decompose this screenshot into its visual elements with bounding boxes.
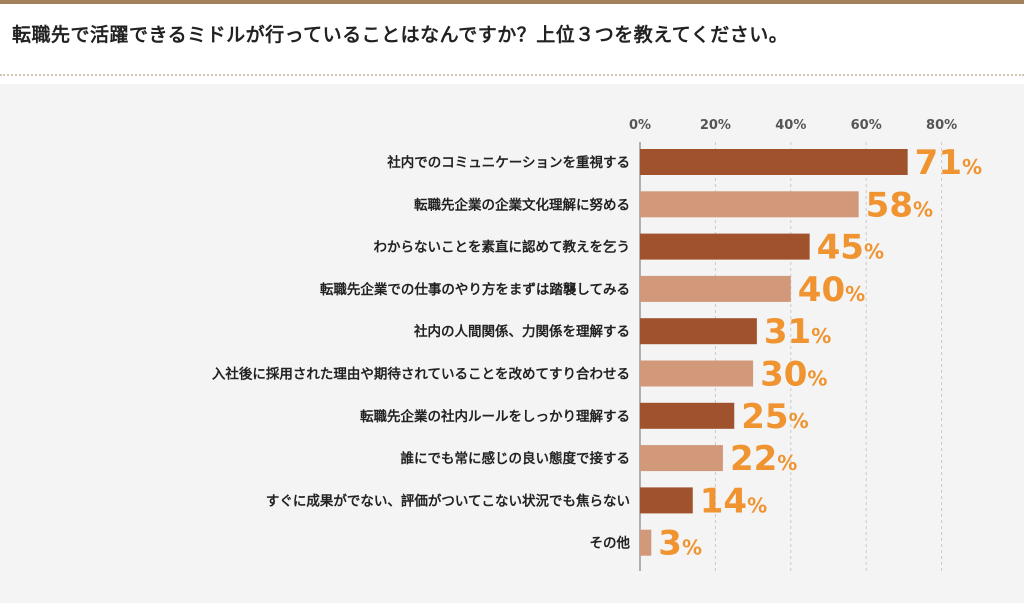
category-label: わからないことを素直に認めて教えを乞う: [374, 239, 631, 256]
bar: [640, 402, 735, 429]
value-label: 58%: [866, 185, 933, 225]
value-number: 58: [866, 185, 913, 225]
value-number: 22: [730, 439, 777, 479]
bar: [640, 318, 757, 345]
value-label: 31%: [764, 312, 831, 352]
value-number: 14: [700, 481, 747, 521]
value-unit: %: [807, 367, 827, 391]
value-unit: %: [864, 240, 884, 264]
value-number: 31: [764, 312, 811, 352]
survey-question: 転職先で活躍できるミドルが行っていることはなんですか？上位３つを教えてください。: [12, 24, 789, 46]
value-unit: %: [747, 493, 767, 517]
category-label: 転職先企業の企業文化理解に努める: [414, 196, 630, 213]
dotted-divider: [0, 74, 1024, 76]
bar: [640, 275, 791, 302]
value-unit: %: [962, 155, 982, 179]
value-number: 3: [658, 524, 682, 564]
x-tick-label: 20%: [700, 118, 731, 133]
category-label: 転職先企業の社内ルールをしっかり理解する: [360, 408, 630, 425]
x-tick-label: 40%: [775, 118, 806, 133]
bar: [640, 487, 693, 514]
value-label: 71%: [915, 143, 982, 183]
value-label: 45%: [817, 228, 884, 268]
x-tick-label: 60%: [851, 118, 882, 133]
top-accent-rule: [0, 0, 1024, 4]
value-number: 30: [760, 355, 807, 395]
bar-chart: 0% 20% 40% 60% 80% 社内でのコミュニケーションを重視する 71% 転職先企業…: [212, 118, 982, 571]
category-label: その他: [590, 535, 631, 552]
value-label: 30%: [760, 355, 827, 395]
value-label: 25%: [741, 397, 808, 437]
value-unit: %: [913, 197, 933, 221]
value-number: 40: [798, 270, 845, 310]
value-unit: %: [777, 451, 797, 475]
category-label: 入社後に採用された理由や期待されていることを改めてすり合わせる: [212, 366, 630, 383]
value-label: 3%: [658, 524, 702, 564]
value-label: 40%: [798, 270, 865, 310]
value-label: 14%: [700, 481, 767, 521]
value-unit: %: [811, 324, 831, 348]
category-label: 社内の人間関係、力関係を理解する: [413, 323, 630, 340]
x-tick-label: 0%: [629, 118, 651, 133]
category-label: 誰にでも常に感じの良い態度で接する: [401, 450, 631, 467]
category-label: すぐに成果がでない、評価がついてこない状況でも焦らない: [266, 492, 630, 509]
value-number: 25: [741, 397, 788, 437]
value-unit: %: [845, 282, 865, 306]
value-label: 22%: [730, 439, 797, 479]
chart-panel: 0% 20% 40% 60% 80% 社内でのコミュニケーションを重視する 71% 転職先企業…: [0, 84, 1024, 603]
bar: [640, 360, 754, 387]
value-unit: %: [789, 409, 809, 433]
value-unit: %: [682, 536, 702, 560]
category-label: 転職先企業での仕事のやり方をまずは踏襲してみる: [320, 281, 630, 298]
value-number: 45: [817, 228, 864, 268]
bar: [640, 149, 908, 175]
value-number: 71: [915, 143, 962, 183]
bar: [640, 529, 652, 556]
x-tick-label: 80%: [926, 118, 957, 133]
bar: [640, 191, 859, 218]
bar: [640, 445, 723, 472]
bar: [640, 233, 810, 260]
category-label: 社内でのコミュニケーションを重視する: [386, 154, 630, 171]
